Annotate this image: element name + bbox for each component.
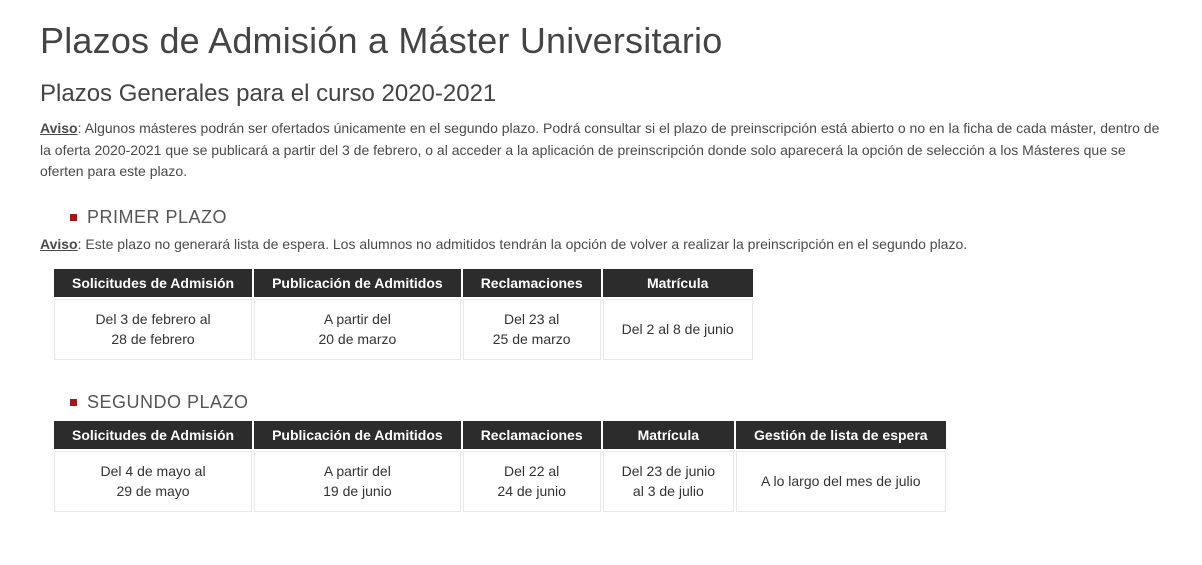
cell-gestion: A lo largo del mes de julio <box>736 451 946 512</box>
col-gestion: Gestión de lista de espera <box>736 421 946 449</box>
table-row: Del 4 de mayo al 29 de mayo A partir del… <box>54 451 946 512</box>
aviso-label: Aviso <box>40 120 78 136</box>
aviso-label: Aviso <box>40 236 78 252</box>
primer-plazo-table: Solicitudes de Admisión Publicación de A… <box>52 267 755 362</box>
table-row: Del 3 de febrero al 28 de febrero A part… <box>54 299 753 360</box>
segundo-plazo-label: SEGUNDO PLAZO <box>87 392 249 413</box>
cell-solicitudes: Del 4 de mayo al 29 de mayo <box>54 451 252 512</box>
table-header-row: Solicitudes de Admisión Publicación de A… <box>54 269 753 297</box>
cell-reclamaciones: Del 23 al 25 de marzo <box>463 299 601 360</box>
cell-matricula: Del 2 al 8 de junio <box>603 299 753 360</box>
segundo-plazo-table: Solicitudes de Admisión Publicación de A… <box>52 419 948 514</box>
bullet-icon <box>70 214 77 221</box>
segundo-plazo-heading: SEGUNDO PLAZO <box>70 392 1162 413</box>
primer-plazo-notice: Aviso: Este plazo no generará lista de e… <box>40 234 1162 255</box>
primer-plazo-label: PRIMER PLAZO <box>87 207 227 228</box>
primer-notice-text: : Este plazo no generará lista de espera… <box>78 236 968 252</box>
col-reclamaciones: Reclamaciones <box>463 269 601 297</box>
cell-solicitudes: Del 3 de febrero al 28 de febrero <box>54 299 252 360</box>
primer-plazo-heading: PRIMER PLAZO <box>70 207 1162 228</box>
subtitle: Plazos Generales para el curso 2020-2021 <box>40 80 1162 108</box>
page-title: Plazos de Admisión a Máster Universitari… <box>40 20 1162 62</box>
table-header-row: Solicitudes de Admisión Publicación de A… <box>54 421 946 449</box>
general-notice-text: : Algunos másteres podrán ser ofertados … <box>40 120 1159 179</box>
col-matricula: Matrícula <box>603 269 753 297</box>
cell-publicacion: A partir del 19 de junio <box>254 451 461 512</box>
col-solicitudes: Solicitudes de Admisión <box>54 421 252 449</box>
col-solicitudes: Solicitudes de Admisión <box>54 269 252 297</box>
cell-publicacion: A partir del 20 de marzo <box>254 299 461 360</box>
col-publicacion: Publicación de Admitidos <box>254 269 461 297</box>
col-publicacion: Publicación de Admitidos <box>254 421 461 449</box>
bullet-icon <box>70 399 77 406</box>
general-notice: Aviso: Algunos másteres podrán ser ofert… <box>40 118 1162 183</box>
col-reclamaciones: Reclamaciones <box>463 421 601 449</box>
cell-reclamaciones: Del 22 al 24 de junio <box>463 451 601 512</box>
cell-matricula: Del 23 de junio al 3 de julio <box>603 451 734 512</box>
col-matricula: Matrícula <box>603 421 734 449</box>
